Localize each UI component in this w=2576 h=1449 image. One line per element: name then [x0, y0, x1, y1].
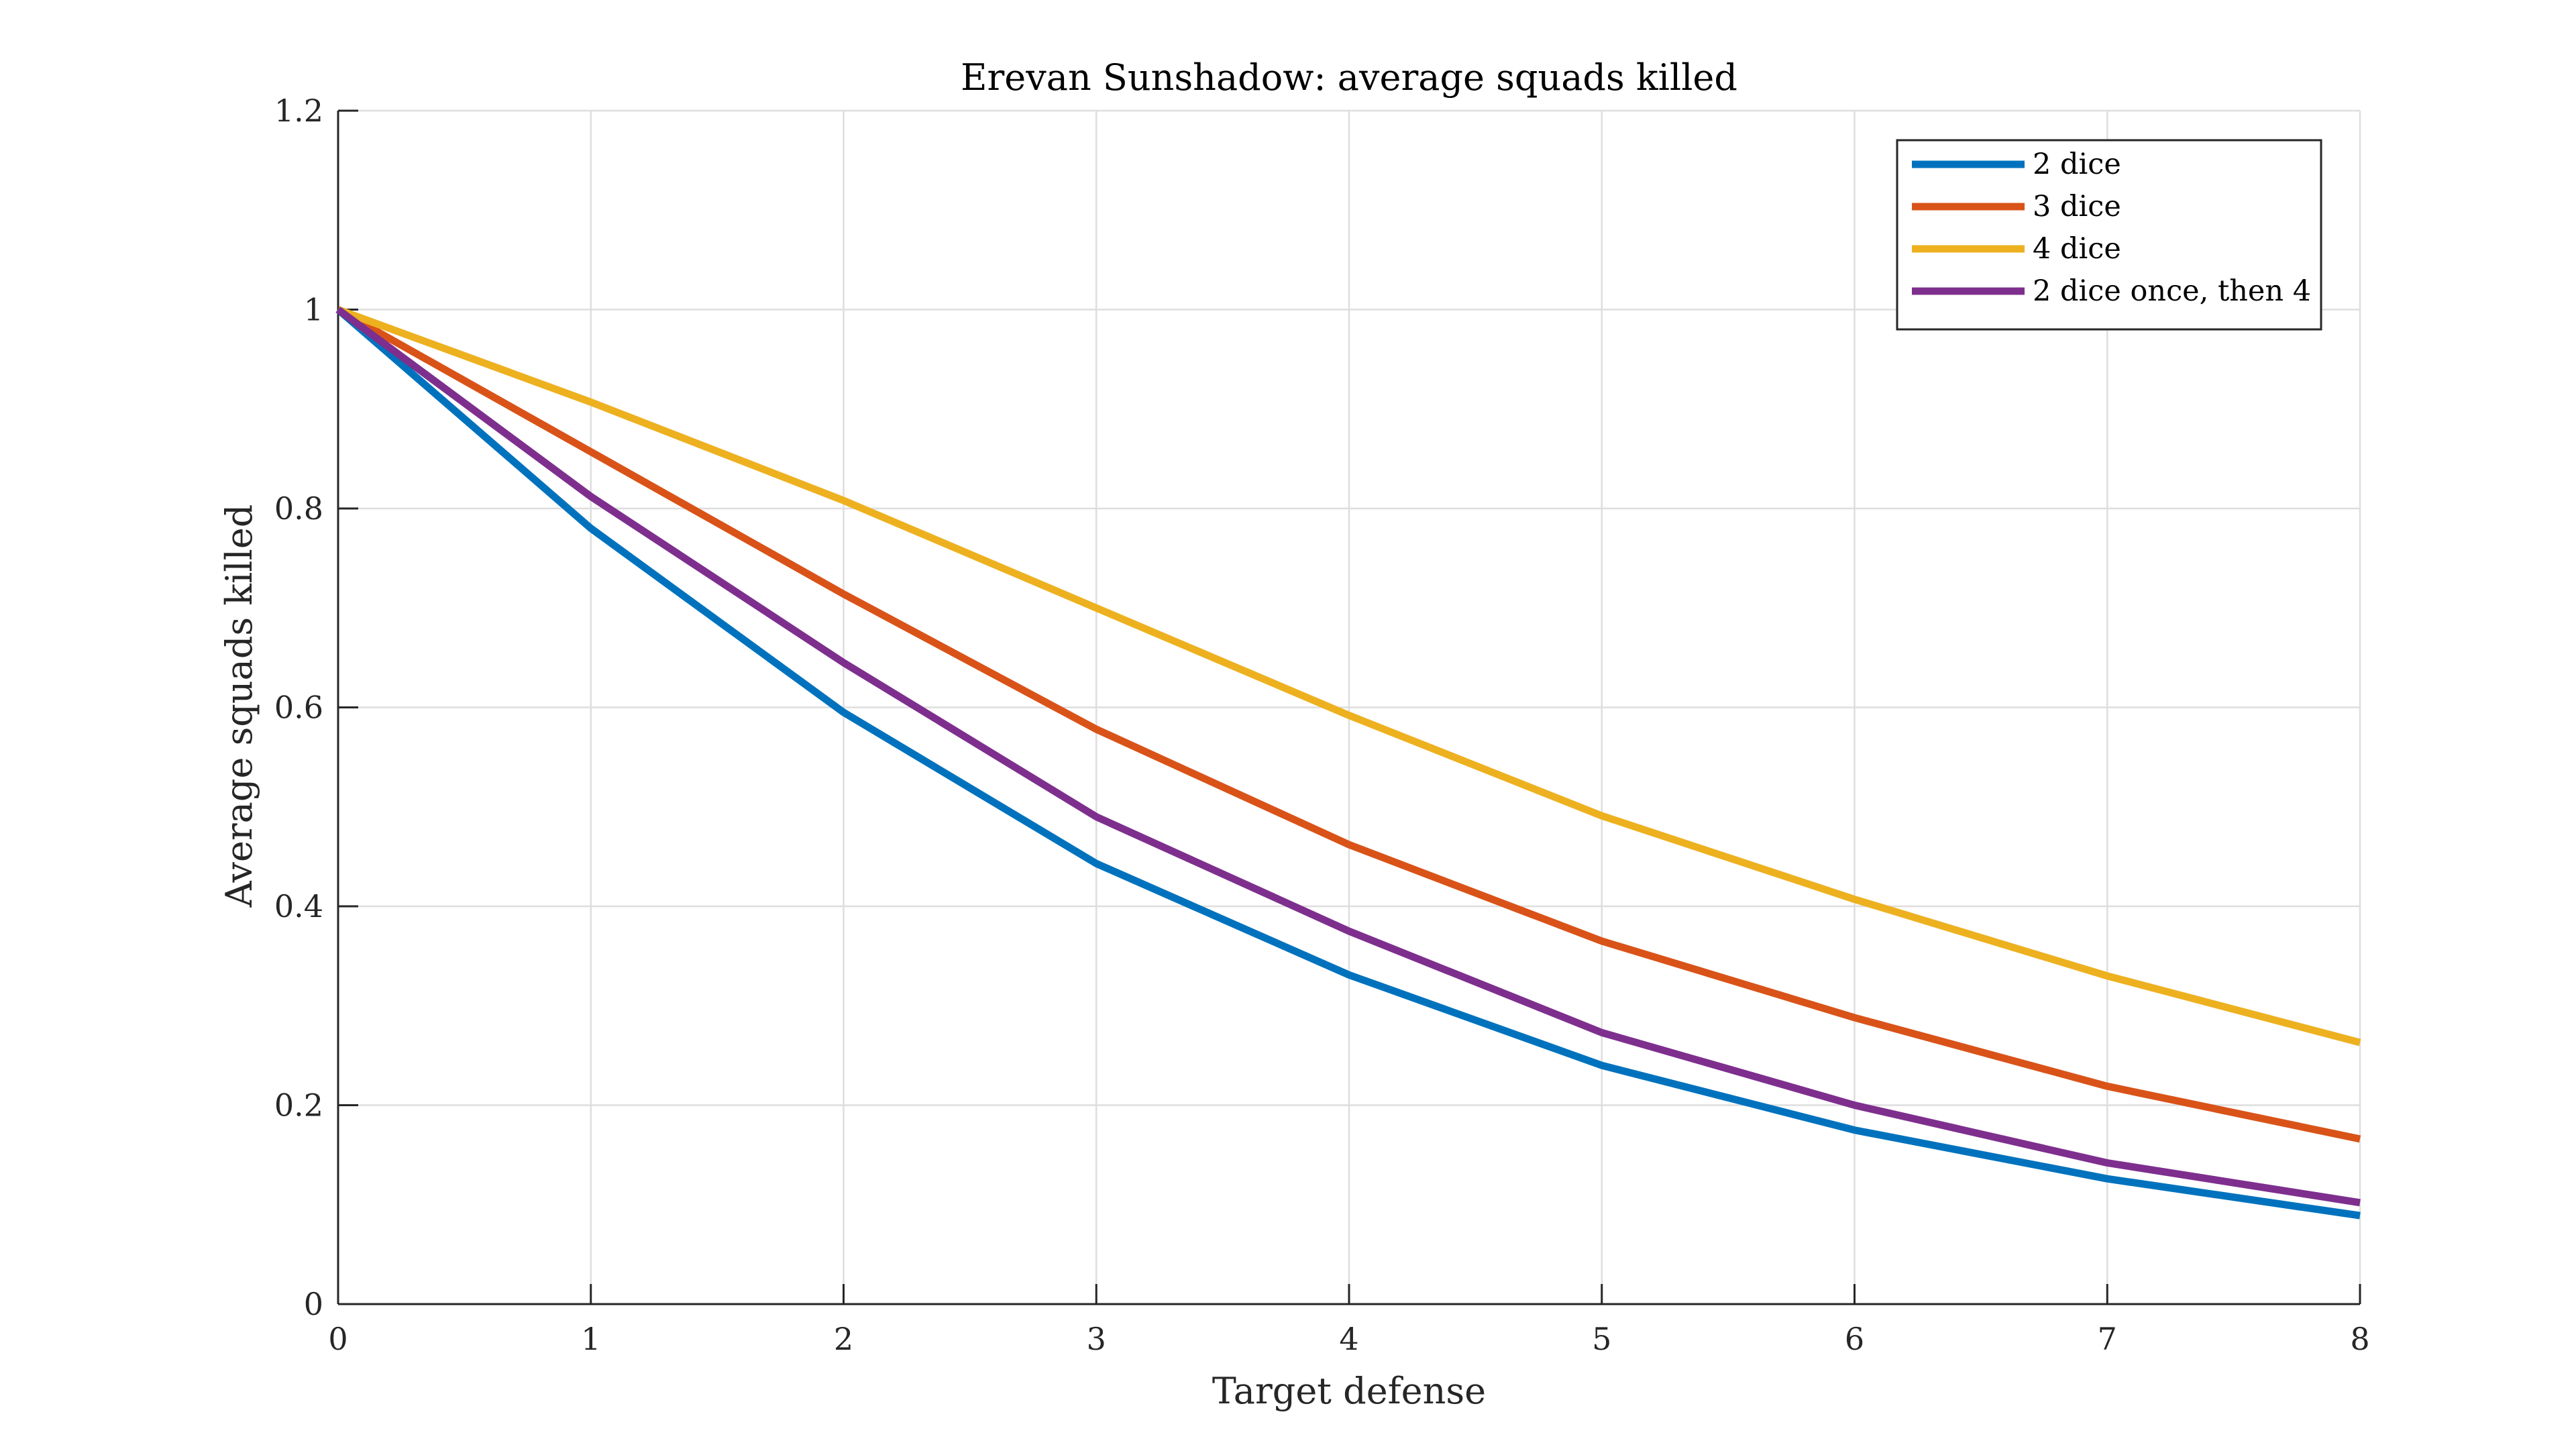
series-line-2	[336, 306, 2361, 1143]
legend-label-3: 4 dice	[2033, 232, 2121, 266]
y-tick-label: 0	[304, 1286, 323, 1322]
x-tick-label: 3	[1087, 1321, 1106, 1357]
chart-title: Erevan Sunshadow: average squads killed	[961, 56, 1737, 99]
y-tick-label: 0.2	[274, 1087, 323, 1124]
x-axis-title: Target defense	[1212, 1370, 1486, 1412]
series-line-3	[337, 306, 2361, 1046]
legend-label-2: 3 dice	[2033, 190, 2121, 223]
legend: 2 dice 3 dice 4 dice 2 dice once, then 4	[1896, 139, 2322, 331]
series-lines	[335, 306, 2361, 1220]
series-line-4	[335, 307, 2361, 1207]
y-tick-label: 1.2	[274, 93, 323, 129]
x-tick-label: 1	[581, 1321, 600, 1357]
x-tick-label: 5	[1592, 1321, 1611, 1357]
x-tick-label: 2	[834, 1321, 853, 1357]
tick-labels: 0 1 2 3 4 5 6 7 8 0 0.2 0.4 0.6 0.8 1 1.2	[274, 93, 2370, 1357]
y-tick-label: 1	[304, 292, 323, 328]
y-tick-label: 0.6	[274, 690, 323, 726]
y-axis-title: Average squads killed	[218, 504, 260, 908]
legend-label-4: 2 dice once, then 4	[2033, 274, 2311, 308]
legend-box	[1896, 139, 2322, 331]
x-tick-label: 4	[1339, 1321, 1358, 1357]
legend-label-1: 2 dice	[2033, 148, 2121, 181]
x-tick-label: 0	[328, 1321, 347, 1357]
x-tick-label: 7	[2098, 1321, 2117, 1357]
x-tick-label: 8	[2350, 1321, 2369, 1357]
y-tick-label: 0.4	[274, 888, 323, 924]
x-tick-label: 6	[1845, 1321, 1864, 1357]
series-line-1	[335, 307, 2361, 1220]
y-tick-label: 0.8	[274, 490, 323, 527]
